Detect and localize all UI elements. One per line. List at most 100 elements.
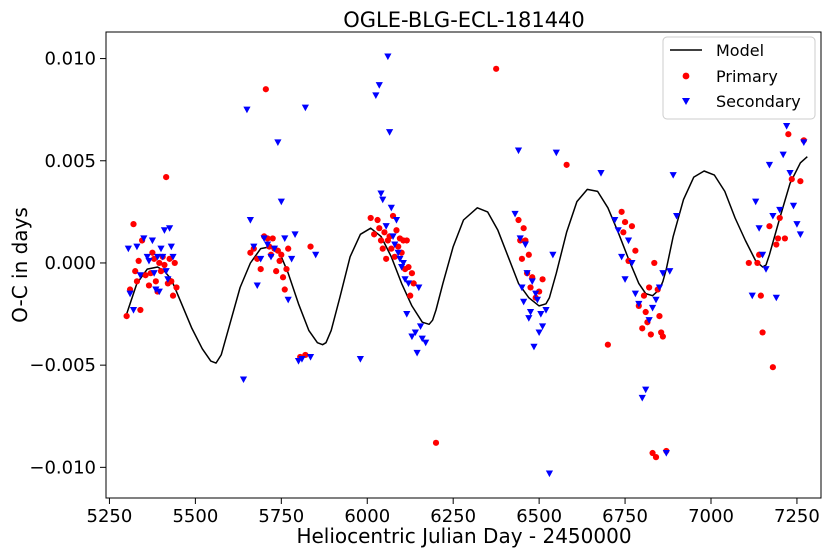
y-tick-label: 0.010 bbox=[44, 49, 96, 70]
legend-model-label: Model bbox=[716, 41, 764, 60]
primary-point bbox=[307, 243, 314, 250]
primary-point bbox=[620, 229, 627, 236]
y-tick-label: 0.005 bbox=[44, 151, 96, 172]
x-tick-label: 6750 bbox=[602, 506, 648, 527]
secondary-point bbox=[520, 298, 528, 306]
secondary-point bbox=[518, 284, 526, 292]
secondary-point bbox=[294, 358, 303, 365]
primary-point bbox=[651, 259, 658, 267]
primary-point bbox=[377, 237, 385, 244]
primary-point bbox=[632, 247, 639, 254]
primary-point bbox=[525, 251, 532, 258]
secondary-point bbox=[666, 268, 674, 275]
secondary-point bbox=[779, 151, 787, 159]
chart-title: OGLE-BLG-ECL-181440 bbox=[343, 8, 585, 32]
primary-point bbox=[269, 235, 276, 242]
primary-point bbox=[410, 280, 417, 287]
secondary-point bbox=[126, 290, 134, 298]
secondary-point bbox=[162, 268, 170, 275]
secondary-point bbox=[387, 204, 395, 212]
secondary-point bbox=[415, 284, 423, 292]
primary-point bbox=[785, 131, 792, 138]
secondary-point bbox=[673, 212, 681, 220]
secondary-point bbox=[124, 245, 132, 253]
primary-point bbox=[745, 259, 752, 267]
secondary-point bbox=[356, 356, 364, 363]
secondary-point bbox=[133, 243, 141, 251]
primary-point bbox=[173, 284, 180, 291]
primary-point bbox=[766, 223, 773, 230]
primary-point bbox=[403, 237, 410, 244]
secondary-point bbox=[301, 104, 309, 112]
primary-point bbox=[493, 65, 500, 72]
secondary-point bbox=[521, 241, 529, 249]
secondary-point bbox=[136, 272, 144, 279]
y-tick-label: −0.010 bbox=[29, 457, 96, 478]
secondary-point bbox=[288, 255, 296, 263]
primary-point bbox=[247, 249, 254, 256]
model-line bbox=[125, 156, 808, 364]
secondary-point bbox=[389, 233, 397, 240]
primary-point bbox=[152, 278, 159, 285]
secondary-point bbox=[150, 270, 158, 277]
secondary-point bbox=[152, 286, 160, 294]
primary-point bbox=[374, 216, 381, 224]
primary-point bbox=[388, 245, 395, 252]
y-axis: −0.010 −0.005 0.000 0.005 0.010 bbox=[29, 49, 106, 478]
primary-point bbox=[527, 284, 534, 291]
x-tick-label: 5250 bbox=[87, 506, 133, 527]
primary-point bbox=[274, 247, 281, 254]
secondary-point bbox=[776, 206, 784, 214]
primary-point bbox=[135, 257, 142, 265]
primary-point bbox=[132, 268, 139, 275]
secondary-point bbox=[379, 196, 387, 204]
secondary-point bbox=[772, 294, 780, 302]
primary-point bbox=[604, 341, 611, 348]
secondary-point bbox=[404, 280, 413, 287]
secondary-point bbox=[306, 353, 315, 361]
secondary-point bbox=[545, 470, 554, 478]
secondary-point bbox=[277, 198, 285, 206]
x-tick-label: 6000 bbox=[344, 506, 390, 527]
primary-point bbox=[281, 286, 288, 293]
primary-point bbox=[395, 243, 402, 250]
primary-point bbox=[257, 265, 264, 273]
primary-point bbox=[283, 265, 290, 273]
secondary-point bbox=[762, 266, 770, 273]
primary-point bbox=[797, 178, 804, 185]
primary-point bbox=[563, 161, 570, 168]
secondary-point bbox=[669, 172, 677, 179]
secondary-point bbox=[800, 139, 808, 146]
primary-point bbox=[405, 263, 412, 271]
primary-point bbox=[381, 229, 388, 236]
x-tick-label: 6500 bbox=[516, 506, 562, 527]
secondary-point bbox=[796, 231, 804, 238]
primary-point bbox=[157, 268, 165, 275]
primary-point bbox=[776, 214, 783, 222]
primary-point bbox=[279, 274, 287, 281]
y-axis-label: O-C in days bbox=[8, 207, 32, 323]
secondary-point bbox=[789, 202, 798, 210]
secondary-point bbox=[164, 276, 172, 283]
secondary-point bbox=[422, 339, 430, 347]
primary-point bbox=[149, 249, 156, 256]
secondary-point bbox=[638, 394, 646, 402]
legend-secondary-label: Secondary bbox=[716, 92, 801, 111]
primary-point bbox=[379, 245, 386, 252]
primary-point bbox=[137, 306, 144, 314]
secondary-point bbox=[516, 235, 524, 243]
primary-point bbox=[788, 176, 795, 183]
primary-point bbox=[367, 214, 374, 222]
primary-point bbox=[656, 312, 663, 320]
secondary-point bbox=[752, 198, 760, 206]
primary-point bbox=[262, 86, 269, 93]
primary-point bbox=[171, 259, 178, 267]
secondary-point bbox=[385, 129, 394, 136]
x-tick-label: 7250 bbox=[774, 506, 820, 527]
primary-point bbox=[754, 259, 761, 267]
secondary-point bbox=[399, 259, 407, 267]
secondary-point bbox=[549, 251, 557, 259]
primary-point bbox=[773, 241, 780, 248]
x-tick-label: 5500 bbox=[172, 506, 218, 527]
